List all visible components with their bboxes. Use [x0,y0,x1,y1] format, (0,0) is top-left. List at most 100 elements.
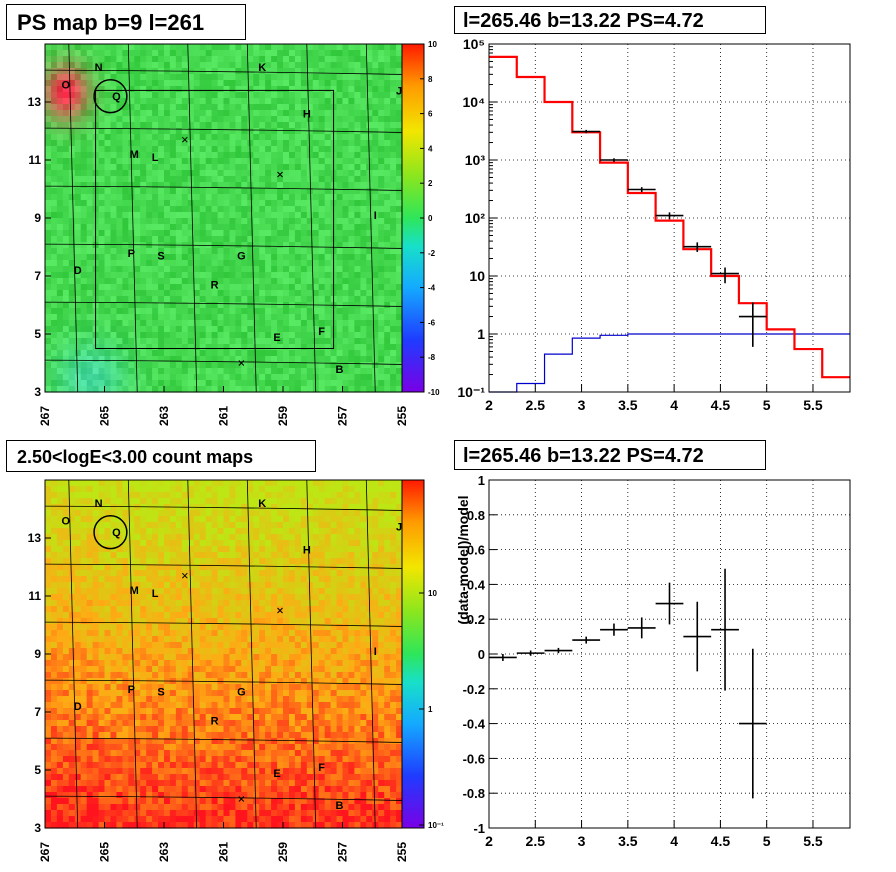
count-map-pixel [116,540,123,547]
ps-map-pixel [378,362,385,369]
ps-map-pixel [56,320,64,327]
ps-map-pixel [318,314,326,321]
count-map-pixel [140,540,147,547]
ps-map-pixel [199,134,207,141]
count-map-pixel [134,648,141,655]
ps-map-pixel [324,278,332,285]
count-map-pixel [110,498,117,505]
count-map-pixel [152,558,159,565]
ps-map-pixel [360,194,367,201]
count-map-pixel [74,540,82,547]
ps-map-pixel [241,74,248,81]
count-map-pixel [116,648,123,655]
count-map-pixel [74,666,82,673]
ps-map-pixel [396,362,403,369]
ps-map-pixel [354,380,361,387]
ps-map-pixel [223,290,230,297]
count-map-pixel [140,750,147,757]
count-map-pixel [62,762,70,769]
ps-map-pixel [277,110,284,117]
count-map-pixel [140,624,147,631]
ps-map-pixel [235,374,242,381]
ps-map-pixel [74,320,82,327]
ps-map-pixel [187,218,195,225]
ps-map-pixel [312,50,320,57]
ps-map-pixel [56,128,64,135]
count-map-pixel [51,630,58,637]
count-map-pixel [158,498,165,505]
ps-map-pixel [158,86,165,93]
count-map-pixel [45,780,52,787]
ps-map-pixel [294,362,302,369]
ps-map-pixel [378,278,385,285]
ps-map-pixel [372,110,379,117]
count-map-pixel [68,546,76,553]
count-map-pixel [51,726,58,733]
count-map-pixel [104,552,111,559]
ps-map-pixel [122,62,129,69]
ps-map-pixel [80,152,88,159]
ps-map-pixel [253,368,260,375]
ps-map-pixel [68,224,76,231]
ps-map-pixel [116,380,123,387]
count-map-pixel [68,570,76,577]
ps-map-pixel [271,50,278,57]
count-map-pixel [146,648,153,655]
ps-map-pixel [199,290,207,297]
ps-map-pixel [122,188,129,195]
ps-map-pixel [378,68,385,75]
ps-map-pixel [289,386,296,393]
ps-map-pixel [324,110,332,117]
count-map-pixel [152,624,159,631]
ps-map-pixel [223,368,230,375]
ps-map-pixel [324,272,332,279]
ps-map-pixel [253,284,260,291]
count-map-pixel [164,624,171,631]
ps-map-pixel [324,314,332,321]
ps-map-pixel [128,92,135,99]
ps-map-pixel [110,308,117,315]
ps-map-pixel [140,296,147,303]
ps-map-pixel [277,98,284,105]
ps-map-pixel [336,176,344,183]
ps-map-pixel [211,218,219,225]
ps-map-pixel [164,170,171,177]
ps-map-pixel [187,128,195,135]
ps-map-pixel [289,242,296,249]
ps-map-pixel [181,122,189,129]
count-map-pixel [116,654,123,661]
ps-map-pixel [74,224,82,231]
ps-map-pixel [62,200,70,207]
count-map-pixel [110,708,117,715]
ps-map-pixel [289,44,296,51]
count-map-pixel [169,648,177,655]
ps-map-pixel [336,236,344,243]
ps-map-pixel [175,254,183,261]
ps-map-pixel [294,212,302,219]
ps-map-pixel [217,86,225,93]
count-map-pixel [51,714,58,721]
count-map-pixel [122,738,129,745]
ps-map-pixel [324,98,332,105]
count-map-pixel [152,714,159,721]
count-map-pixel [80,720,88,727]
count-map-pixel [80,768,88,775]
ps-map-pixel [336,140,344,147]
ps-map-pixel [229,110,236,117]
ps-map-pixel [300,110,308,117]
ps-map-pixel [223,140,230,147]
ps-map-pixel [169,122,177,129]
count-map-pixel [152,696,159,703]
ps-map-pixel [140,62,147,69]
ps-map-pixel [294,260,302,267]
ps-map-pixel [134,152,141,159]
count-map-pixel [122,720,129,727]
ps-map-pixel [152,224,159,231]
ps-map-pixel [193,158,201,165]
ps-map-pixel [366,296,373,303]
count-map-pixel [128,738,135,745]
count-map-pixel [175,708,183,715]
ps-map-pixel [51,134,58,141]
count-map-pixel [164,540,171,547]
ps-map-pixel [193,212,201,219]
